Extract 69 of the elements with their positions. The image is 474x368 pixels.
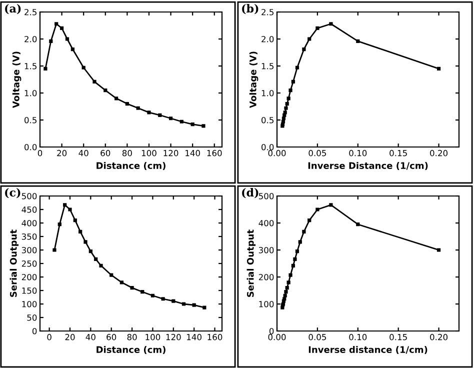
x-tick-label: 140	[186, 150, 200, 156]
y-axis-title: Voltage (V)	[12, 52, 22, 108]
y-tick-label: 400	[22, 220, 37, 226]
y-tick-label: 100	[259, 300, 274, 308]
x-axis-title: Distance (cm)	[96, 162, 166, 170]
y-tick-label: 0.0	[24, 144, 37, 150]
x-tick-label: 20	[57, 150, 67, 156]
x-tick-label: 80	[127, 334, 137, 340]
text: (c)	[5, 188, 20, 198]
x-tick-label: 120	[164, 150, 178, 156]
x-tick-label: 0	[47, 334, 52, 340]
x-tick-label: 0.20	[430, 150, 448, 156]
y-tick-label: 200	[258, 274, 274, 280]
y-tick-label: 400	[258, 220, 274, 226]
text: (b)	[242, 4, 258, 14]
x-axis-title: Distance (cm)	[96, 346, 166, 354]
x-tick-label: 160	[207, 150, 222, 156]
x-tick-label: 80	[122, 150, 132, 156]
y-tick-label: 450	[22, 206, 37, 213]
y-tick-label: 0	[32, 328, 37, 334]
y-tick-label: 100	[22, 300, 37, 308]
y-tick-label: 0.5	[24, 116, 36, 124]
x-tick-label: 0.05	[308, 334, 326, 340]
x-tick-label: 0.05	[308, 150, 326, 156]
y-tick-label: 1.0	[262, 90, 274, 96]
x-tick-label: 100	[142, 150, 156, 156]
y-axis-title: Serial Output	[10, 230, 19, 297]
x-tick-label: 120	[166, 334, 181, 340]
x-tick-label: 40	[78, 150, 88, 156]
x-tick-label: 0.15	[390, 334, 407, 340]
y-tick-label: 2.0	[262, 36, 274, 42]
y-tick-label: 200	[22, 274, 37, 280]
y-tick-label: 350	[22, 233, 37, 240]
x-tick-label: 0	[38, 150, 42, 156]
x-tick-label: 0.15	[390, 150, 407, 156]
x-tick-label: 0.20	[430, 334, 448, 340]
y-axis-title: Serial Output	[246, 230, 256, 297]
x-tick-label: 20	[65, 334, 75, 340]
x-tick-label: 0.00	[268, 150, 286, 156]
y-axis-title: Voltage (V)	[249, 52, 258, 108]
x-tick-label: 60	[106, 334, 116, 340]
x-tick-label: 40	[86, 334, 96, 340]
y-tick-label: 1.5	[24, 63, 36, 70]
y-tick-label: 0.0	[262, 144, 274, 150]
y-tick-label: 0.5	[262, 116, 274, 124]
y-tick-label: 2.5	[24, 8, 36, 16]
y-tick-label: 0	[269, 328, 274, 334]
y-tick-label: 150	[22, 287, 37, 294]
x-tick-label: 60	[100, 150, 110, 156]
y-tick-label: 50	[27, 314, 37, 321]
x-tick-label: 0.10	[349, 150, 367, 156]
y-tick-label: 300	[22, 246, 37, 254]
y-tick-label: 1.5	[262, 63, 274, 70]
x-axis-title: Inverse Distance (1/cm)	[308, 162, 428, 170]
x-axis-title: Inverse distance (1/cm)	[308, 346, 428, 354]
y-tick-label: 500	[22, 192, 37, 200]
y-tick-label: 250	[22, 260, 37, 267]
x-tick-label: 0.10	[349, 334, 367, 340]
x-tick-label: 140	[187, 334, 202, 340]
x-tick-label: 0.00	[268, 334, 286, 340]
text: (d)	[242, 188, 258, 198]
text: (a)	[5, 4, 21, 14]
y-tick-label: 500	[258, 192, 274, 200]
x-tick-label: 160	[208, 334, 222, 340]
y-tick-label: 2.0	[24, 36, 37, 42]
y-tick-label: 1.0	[24, 90, 37, 96]
x-tick-label: 100	[146, 334, 160, 340]
y-tick-label: 2.5	[262, 8, 274, 16]
y-tick-label: 300	[258, 246, 274, 254]
